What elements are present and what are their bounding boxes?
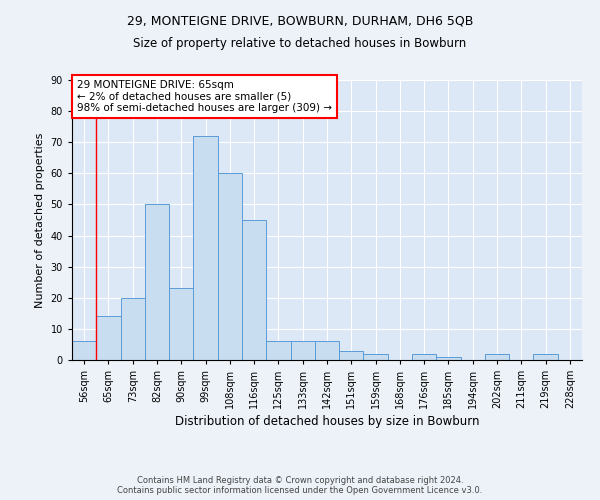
Text: Contains HM Land Registry data © Crown copyright and database right 2024.
Contai: Contains HM Land Registry data © Crown c… [118, 476, 482, 495]
Bar [145, 204, 169, 360]
Bar [436, 357, 461, 360]
Bar [242, 220, 266, 360]
Bar [218, 174, 242, 360]
Bar [533, 354, 558, 360]
Bar [339, 350, 364, 360]
Bar [121, 298, 145, 360]
Bar [193, 136, 218, 360]
Bar [485, 354, 509, 360]
Bar [315, 342, 339, 360]
Bar [266, 342, 290, 360]
X-axis label: Distribution of detached houses by size in Bowburn: Distribution of detached houses by size … [175, 416, 479, 428]
Bar [412, 354, 436, 360]
Bar [169, 288, 193, 360]
Text: 29 MONTEIGNE DRIVE: 65sqm
← 2% of detached houses are smaller (5)
98% of semi-de: 29 MONTEIGNE DRIVE: 65sqm ← 2% of detach… [77, 80, 332, 113]
Bar [364, 354, 388, 360]
Bar [96, 316, 121, 360]
Bar [290, 342, 315, 360]
Text: 29, MONTEIGNE DRIVE, BOWBURN, DURHAM, DH6 5QB: 29, MONTEIGNE DRIVE, BOWBURN, DURHAM, DH… [127, 15, 473, 28]
Bar [72, 342, 96, 360]
Y-axis label: Number of detached properties: Number of detached properties [35, 132, 45, 308]
Text: Size of property relative to detached houses in Bowburn: Size of property relative to detached ho… [133, 38, 467, 51]
